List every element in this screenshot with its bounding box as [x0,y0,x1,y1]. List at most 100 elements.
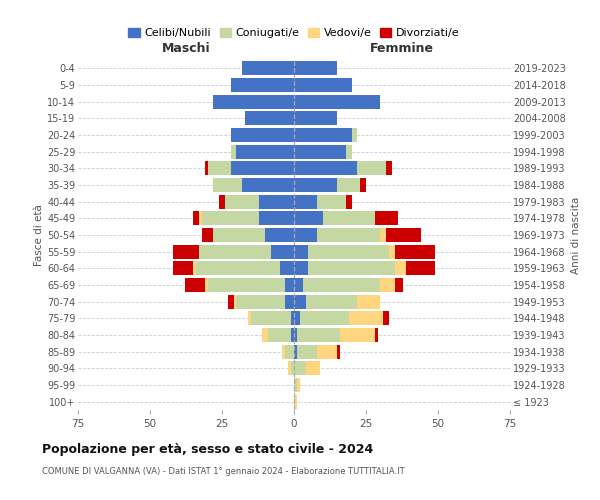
Bar [196,261,280,276]
Bar [294,228,317,242]
Bar [337,178,360,192]
Bar [294,62,337,76]
Bar [280,261,294,276]
Bar [383,311,389,326]
Bar [214,228,265,242]
Bar [219,194,225,209]
Bar [230,78,294,92]
Bar [294,311,300,326]
Bar [346,144,352,159]
Bar [291,361,294,376]
Bar [346,194,352,209]
Bar [294,128,352,142]
Bar [294,244,308,259]
Bar [294,394,297,409]
Y-axis label: Fasce di età: Fasce di età [34,204,44,266]
Bar [294,112,337,126]
Bar [380,278,395,292]
Bar [248,311,251,326]
Bar [294,211,323,226]
Bar [208,278,286,292]
Bar [236,144,294,159]
Bar [294,361,305,376]
Bar [340,328,374,342]
Bar [308,244,389,259]
Bar [259,211,294,226]
Bar [308,261,395,276]
Bar [205,162,208,175]
Bar [294,178,337,192]
Bar [297,378,300,392]
Bar [300,311,349,326]
Bar [395,244,435,259]
Bar [374,211,398,226]
Bar [294,162,358,175]
Bar [259,194,294,209]
Text: Maschi: Maschi [161,42,211,55]
Bar [317,228,380,242]
Bar [294,78,352,92]
Bar [358,294,380,308]
Bar [205,278,208,292]
Bar [199,244,271,259]
Bar [395,278,403,292]
Bar [297,328,340,342]
Bar [294,344,297,359]
Bar [380,228,386,242]
Bar [288,361,291,376]
Y-axis label: Anni di nascita: Anni di nascita [571,196,581,274]
Text: Femmine: Femmine [370,42,434,55]
Bar [202,211,259,226]
Bar [305,294,358,308]
Bar [242,62,294,76]
Bar [291,328,294,342]
Bar [245,112,294,126]
Bar [214,94,294,109]
Bar [389,244,395,259]
Bar [352,128,358,142]
Bar [294,278,302,292]
Bar [208,162,230,175]
Bar [286,294,294,308]
Bar [233,294,236,308]
Bar [323,211,374,226]
Bar [214,178,242,192]
Bar [242,178,294,192]
Bar [236,294,286,308]
Bar [374,328,377,342]
Bar [305,361,320,376]
Text: COMUNE DI VALGANNA (VA) - Dati ISTAT 1° gennaio 2024 - Elaborazione TUTTITALIA.I: COMUNE DI VALGANNA (VA) - Dati ISTAT 1° … [42,468,404,476]
Bar [360,178,366,192]
Bar [225,194,259,209]
Bar [294,378,297,392]
Bar [268,328,291,342]
Bar [283,344,286,359]
Legend: Celibi/Nubili, Coniugati/e, Vedovi/e, Divorziati/e: Celibi/Nubili, Coniugati/e, Vedovi/e, Di… [124,24,464,43]
Bar [294,328,297,342]
Bar [271,244,294,259]
Bar [386,228,421,242]
Bar [262,328,268,342]
Bar [294,144,346,159]
Bar [185,278,205,292]
Bar [199,211,202,226]
Bar [317,194,346,209]
Bar [202,228,214,242]
Bar [286,278,294,292]
Bar [294,261,308,276]
Bar [294,194,317,209]
Bar [193,261,196,276]
Bar [173,244,199,259]
Bar [294,294,305,308]
Bar [291,311,294,326]
Bar [265,228,294,242]
Text: Popolazione per età, sesso e stato civile - 2024: Popolazione per età, sesso e stato civil… [42,442,373,456]
Bar [302,278,380,292]
Bar [286,344,294,359]
Bar [230,144,236,159]
Bar [337,344,340,359]
Bar [349,311,383,326]
Bar [297,344,317,359]
Bar [173,261,193,276]
Bar [228,294,233,308]
